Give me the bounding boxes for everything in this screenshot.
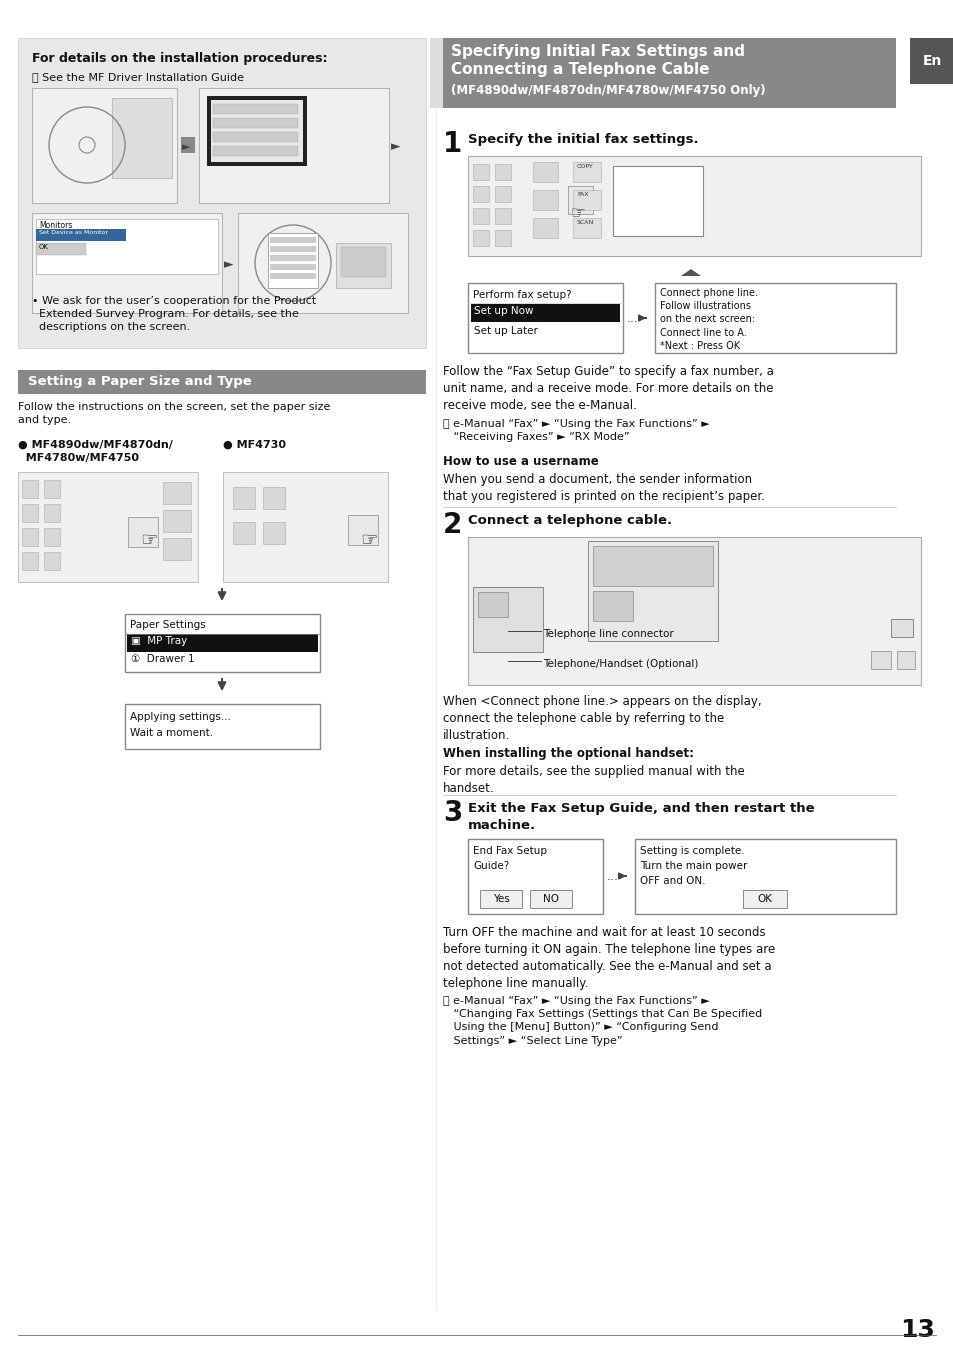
FancyBboxPatch shape: [890, 619, 912, 638]
Text: 13: 13: [899, 1318, 934, 1343]
FancyBboxPatch shape: [36, 229, 126, 241]
Text: (MF4890dw/MF4870dn/MF4780w/MF4750 Only): (MF4890dw/MF4870dn/MF4780w/MF4750 Only): [451, 84, 765, 97]
FancyBboxPatch shape: [213, 146, 297, 156]
FancyBboxPatch shape: [18, 472, 198, 582]
FancyBboxPatch shape: [573, 190, 600, 210]
FancyBboxPatch shape: [593, 546, 712, 586]
Text: Exit the Fax Setup Guide, and then restart the
machine.: Exit the Fax Setup Guide, and then resta…: [468, 802, 814, 832]
FancyBboxPatch shape: [22, 480, 38, 497]
Text: FAX: FAX: [577, 191, 588, 197]
FancyBboxPatch shape: [263, 522, 285, 545]
FancyBboxPatch shape: [479, 890, 521, 909]
Text: Guide?: Guide?: [473, 861, 509, 871]
Text: OFF and ON.: OFF and ON.: [639, 876, 705, 886]
FancyBboxPatch shape: [181, 137, 194, 154]
Text: Turn the main power: Turn the main power: [639, 861, 746, 871]
Polygon shape: [680, 270, 700, 276]
Text: Specify the initial fax settings.: Specify the initial fax settings.: [468, 133, 698, 146]
FancyBboxPatch shape: [44, 504, 60, 522]
FancyBboxPatch shape: [125, 613, 319, 673]
FancyBboxPatch shape: [268, 233, 317, 288]
FancyBboxPatch shape: [567, 186, 593, 214]
FancyBboxPatch shape: [32, 88, 177, 204]
Text: Set Device as Monitor: Set Device as Monitor: [39, 231, 108, 235]
FancyBboxPatch shape: [270, 255, 315, 262]
Text: ▣  MP Tray: ▣ MP Tray: [131, 636, 187, 646]
Text: Yes: Yes: [492, 894, 509, 905]
FancyBboxPatch shape: [468, 156, 920, 256]
FancyBboxPatch shape: [270, 245, 315, 252]
Text: ...: ...: [626, 311, 639, 325]
Text: Wait a moment.: Wait a moment.: [130, 728, 213, 737]
Text: Specifying Initial Fax Settings and: Specifying Initial Fax Settings and: [451, 44, 744, 59]
FancyBboxPatch shape: [163, 483, 191, 504]
FancyBboxPatch shape: [36, 243, 86, 255]
FancyBboxPatch shape: [128, 518, 158, 547]
Text: Set up Now: Set up Now: [474, 306, 533, 315]
FancyBboxPatch shape: [127, 634, 317, 652]
Text: ①  Drawer 1: ① Drawer 1: [131, 654, 194, 665]
Text: For more details, see the supplied manual with the
handset.: For more details, see the supplied manua…: [442, 766, 744, 795]
FancyBboxPatch shape: [237, 213, 408, 313]
FancyBboxPatch shape: [473, 208, 489, 224]
FancyBboxPatch shape: [473, 231, 489, 245]
FancyBboxPatch shape: [22, 504, 38, 522]
Text: Telephone line connector: Telephone line connector: [542, 630, 673, 639]
Text: COPY: COPY: [577, 164, 593, 168]
Text: End Fax Setup: End Fax Setup: [473, 847, 546, 856]
Text: En: En: [922, 54, 941, 67]
FancyBboxPatch shape: [909, 38, 953, 84]
FancyBboxPatch shape: [263, 487, 285, 510]
Text: ● MF4730: ● MF4730: [223, 439, 286, 450]
FancyBboxPatch shape: [270, 264, 315, 270]
Text: When installing the optional handset:: When installing the optional handset:: [442, 747, 693, 760]
FancyBboxPatch shape: [213, 132, 297, 142]
FancyBboxPatch shape: [495, 231, 511, 245]
Text: How to use a username: How to use a username: [442, 456, 598, 468]
FancyBboxPatch shape: [22, 528, 38, 546]
FancyBboxPatch shape: [573, 162, 600, 182]
FancyBboxPatch shape: [18, 369, 426, 394]
FancyBboxPatch shape: [593, 590, 633, 621]
FancyBboxPatch shape: [896, 651, 914, 669]
FancyBboxPatch shape: [213, 104, 297, 115]
Text: Follow the instructions on the screen, set the paper size
and type.: Follow the instructions on the screen, s…: [18, 402, 330, 425]
FancyBboxPatch shape: [44, 528, 60, 546]
FancyBboxPatch shape: [587, 541, 718, 642]
FancyBboxPatch shape: [163, 538, 191, 559]
FancyBboxPatch shape: [213, 119, 297, 128]
Text: Applying settings...: Applying settings...: [130, 712, 231, 723]
Text: SCAN: SCAN: [577, 220, 594, 225]
FancyBboxPatch shape: [270, 237, 315, 243]
Text: ►: ►: [391, 140, 400, 154]
Text: When <Connect phone line.> appears on the display,
connect the telephone cable b: When <Connect phone line.> appears on th…: [442, 696, 760, 741]
Text: MF4780w/MF4750: MF4780w/MF4750: [18, 453, 139, 462]
FancyBboxPatch shape: [533, 218, 558, 239]
Text: ☞: ☞: [359, 531, 377, 550]
Text: Connecting a Telephone Cable: Connecting a Telephone Cable: [451, 62, 709, 77]
Text: ⓘ e-Manual “Fax” ► “Using the Fax Functions” ►
   “Changing Fax Settings (Settin: ⓘ e-Manual “Fax” ► “Using the Fax Functi…: [442, 996, 761, 1046]
FancyBboxPatch shape: [163, 510, 191, 532]
FancyBboxPatch shape: [742, 890, 786, 909]
FancyBboxPatch shape: [348, 515, 377, 545]
FancyBboxPatch shape: [473, 164, 489, 181]
FancyBboxPatch shape: [533, 162, 558, 182]
FancyBboxPatch shape: [613, 166, 702, 236]
FancyBboxPatch shape: [211, 100, 303, 162]
Text: Follow the “Fax Setup Guide” to specify a fax number, a
unit name, and a receive: Follow the “Fax Setup Guide” to specify …: [442, 365, 773, 412]
FancyBboxPatch shape: [468, 283, 622, 353]
FancyBboxPatch shape: [442, 38, 895, 108]
FancyBboxPatch shape: [233, 522, 254, 545]
Text: ● MF4890dw/MF4870dn/: ● MF4890dw/MF4870dn/: [18, 439, 172, 450]
Text: Setting is complete.: Setting is complete.: [639, 847, 744, 856]
FancyBboxPatch shape: [870, 651, 890, 669]
FancyBboxPatch shape: [18, 38, 426, 348]
FancyBboxPatch shape: [340, 247, 386, 276]
Text: Connect a telephone cable.: Connect a telephone cable.: [468, 514, 672, 527]
FancyBboxPatch shape: [495, 164, 511, 181]
FancyBboxPatch shape: [36, 218, 218, 274]
FancyBboxPatch shape: [223, 472, 388, 582]
FancyBboxPatch shape: [22, 551, 38, 570]
FancyBboxPatch shape: [207, 96, 307, 166]
